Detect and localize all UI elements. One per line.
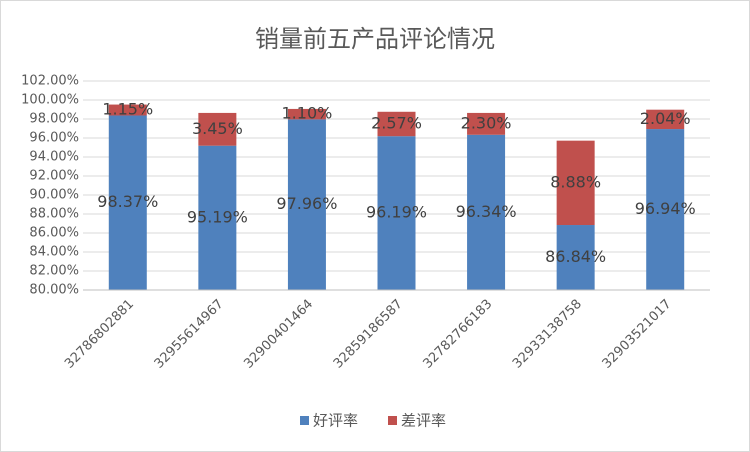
bar-segment — [287, 119, 326, 290]
bar-segment — [108, 115, 147, 290]
data-label: 97.96% — [276, 194, 337, 213]
legend-swatch — [388, 416, 397, 425]
data-label: 1.10% — [282, 104, 333, 123]
data-label: 95.19% — [187, 207, 248, 226]
data-label: 3.45% — [192, 119, 243, 138]
data-label: 8.88% — [550, 172, 601, 191]
legend-label: 差评率 — [401, 412, 446, 430]
bar-segment — [377, 111, 416, 137]
y-tick-label: 84.00% — [29, 245, 79, 260]
y-tick-label: 102.00% — [21, 74, 79, 89]
data-label: 96.19% — [366, 203, 427, 222]
y-tick-label: 82.00% — [29, 264, 79, 279]
bar-segment — [108, 104, 147, 116]
bar-segment — [646, 109, 685, 130]
bar-segment — [287, 108, 326, 120]
legend-swatch — [300, 416, 309, 425]
y-tick-label: 98.00% — [29, 112, 79, 127]
data-label: 96.94% — [635, 199, 696, 218]
y-tick-label: 88.00% — [29, 207, 79, 222]
y-tick-label: 86.00% — [29, 226, 79, 241]
y-tick-label: 90.00% — [29, 188, 79, 203]
data-label: 2.57% — [371, 113, 422, 132]
bar-segment — [556, 225, 595, 290]
bar-segment — [556, 140, 595, 226]
bar-segment — [198, 112, 237, 146]
bar-segment — [467, 134, 506, 290]
y-tick-label: 96.00% — [29, 131, 79, 146]
data-label: 2.30% — [461, 113, 512, 132]
bar-segment — [467, 112, 506, 135]
legend-label: 好评率 — [313, 412, 358, 430]
data-label: 98.37% — [97, 192, 158, 211]
data-label: 96.34% — [456, 202, 517, 221]
data-label: 2.04% — [640, 109, 691, 128]
y-tick-label: 100.00% — [21, 93, 79, 108]
data-label: 86.84% — [545, 247, 606, 266]
y-tick-label: 80.00% — [29, 283, 79, 298]
bar-segment — [646, 129, 685, 290]
data-label: 1.15% — [102, 100, 153, 119]
chart-title: 销量前五产品评论情况 — [255, 25, 495, 53]
y-tick-label: 92.00% — [29, 169, 79, 184]
bar-segment — [198, 145, 237, 290]
bar-segment — [377, 136, 416, 290]
y-tick-label: 94.00% — [29, 150, 79, 165]
